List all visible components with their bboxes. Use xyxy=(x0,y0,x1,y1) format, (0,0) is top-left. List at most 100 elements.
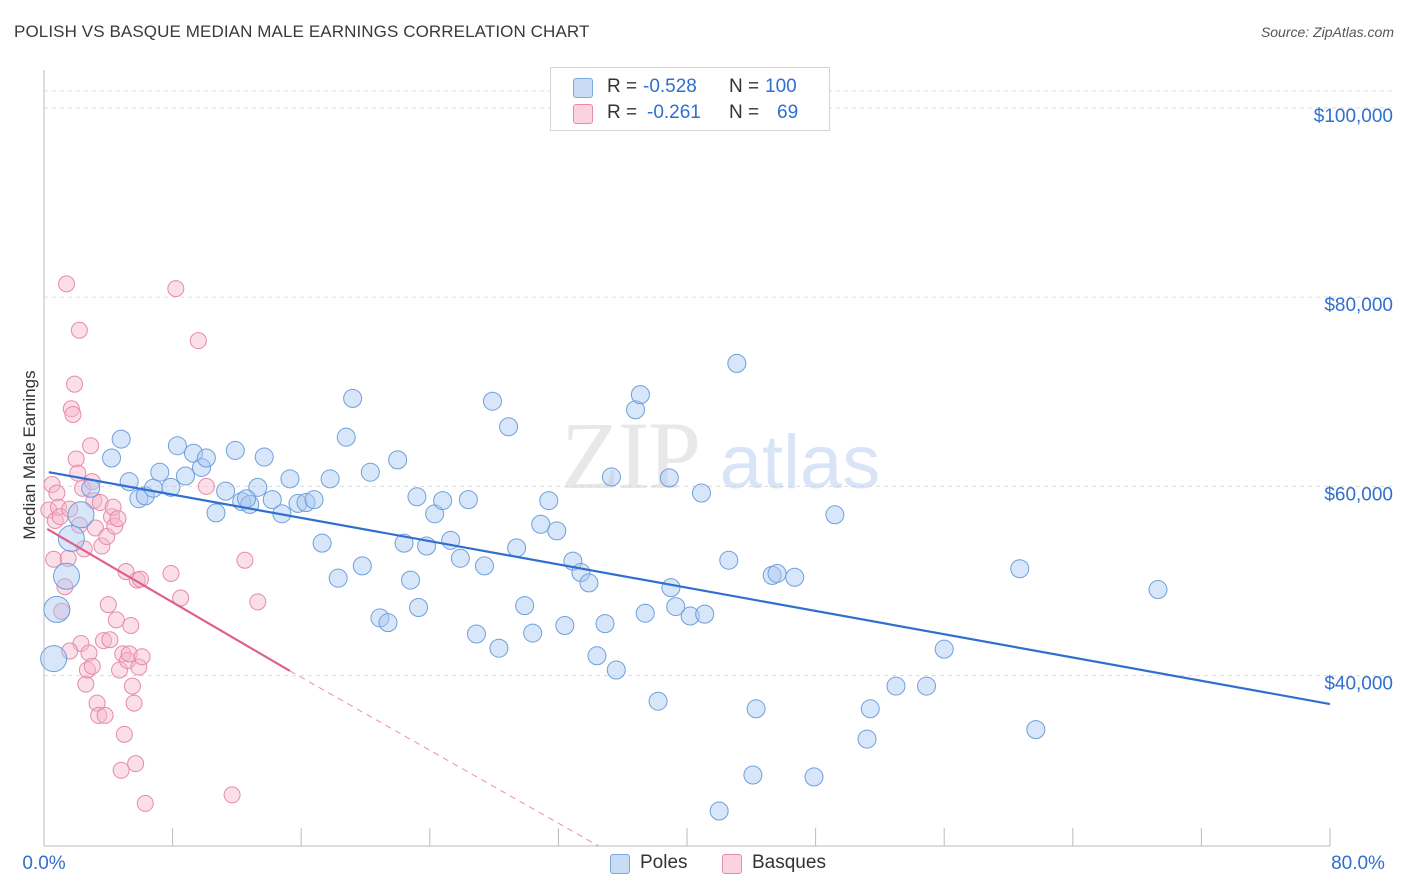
basques-point xyxy=(91,493,109,511)
y-tick-label: $40,000 xyxy=(1324,674,1393,695)
poles-point xyxy=(254,447,274,467)
basques-point xyxy=(101,631,119,649)
poles-point xyxy=(248,477,268,497)
basques-point xyxy=(99,596,117,614)
basques-point xyxy=(85,492,103,510)
basques-point xyxy=(64,405,82,423)
poles-point xyxy=(719,550,739,570)
poles-point xyxy=(401,570,421,590)
basques-point xyxy=(66,375,84,393)
basques-point xyxy=(122,617,140,635)
poles-point xyxy=(579,573,599,593)
chart-title: POLISH VS BASQUE MEDIAN MALE EARNINGS CO… xyxy=(14,22,590,41)
poles-point xyxy=(626,400,646,420)
poles-point xyxy=(917,676,937,696)
basques-point xyxy=(86,519,104,537)
poles-point xyxy=(343,388,363,408)
poles-point xyxy=(666,597,686,617)
grid-lines xyxy=(44,90,1392,677)
y-tick-label: $80,000 xyxy=(1324,295,1393,316)
source-credit: Source: ZipAtlas.com xyxy=(1260,24,1394,40)
basques-point xyxy=(82,437,100,455)
poles-point xyxy=(727,353,747,373)
basques-point xyxy=(133,648,151,666)
basques-point xyxy=(104,498,122,516)
poles-point xyxy=(304,490,324,510)
basques-point xyxy=(56,578,74,596)
legend-swatch-poles xyxy=(573,78,593,98)
poles-point xyxy=(192,457,212,477)
basques-point xyxy=(162,564,180,582)
poles-point xyxy=(407,487,427,507)
basques-point xyxy=(125,694,143,712)
legend-r-value: -0.261 xyxy=(647,102,701,123)
poles-point xyxy=(857,729,877,749)
basques-point xyxy=(90,706,108,724)
poles-point xyxy=(587,646,607,666)
poles-point xyxy=(296,492,316,512)
watermark-atlas: atlas xyxy=(720,420,881,505)
poles-point xyxy=(409,598,429,618)
basques-point xyxy=(130,658,148,676)
legend-swatch-basques xyxy=(573,104,593,124)
basques-point xyxy=(112,761,130,779)
tick-labels: $40,000 $60,000 $80,000 $100,000 0.0% 80.0% xyxy=(22,106,1393,874)
poles-point xyxy=(143,478,163,498)
poles-point xyxy=(288,493,308,513)
poles-point xyxy=(886,676,906,696)
basques-point xyxy=(109,510,127,528)
poles-point xyxy=(458,490,478,510)
poles-point xyxy=(280,469,300,489)
watermark-zip: ZIP xyxy=(561,402,699,509)
y-axis-label: Median Male Earnings xyxy=(20,370,39,540)
poles-point xyxy=(523,623,543,643)
basques-point xyxy=(93,537,111,555)
poles-point xyxy=(53,562,81,590)
poles-point xyxy=(531,514,551,534)
poles-point xyxy=(630,385,650,405)
poles-point xyxy=(206,503,226,523)
poles-point xyxy=(150,462,170,482)
poles-point xyxy=(360,462,380,482)
poles-point xyxy=(67,501,95,529)
basques-point xyxy=(167,280,185,298)
legend-r-label: R = xyxy=(607,102,638,123)
poles-point xyxy=(1010,559,1030,579)
poles-point xyxy=(601,467,621,487)
axes xyxy=(43,70,1331,847)
poles-point xyxy=(547,521,567,541)
basques-point xyxy=(77,675,95,693)
poles-point xyxy=(555,616,575,636)
basques-point xyxy=(67,450,85,468)
poles-point xyxy=(785,567,805,587)
basques-point xyxy=(197,477,215,495)
legend-label-poles: Poles xyxy=(640,852,688,873)
basques-trend-extension xyxy=(289,670,599,847)
basques-point xyxy=(62,400,80,418)
basques-point xyxy=(136,794,154,812)
poles-point xyxy=(175,466,195,486)
poles-point xyxy=(43,595,71,623)
poles-point xyxy=(225,440,245,460)
poles-point xyxy=(196,448,216,468)
basques-point xyxy=(45,550,63,568)
poles-point xyxy=(378,613,398,633)
y-tick-label: $60,000 xyxy=(1324,484,1393,505)
basques-point xyxy=(74,479,92,497)
basques-point xyxy=(223,786,241,804)
stats-legend: R = -0.528 N = 100 R = -0.261 N = 69 xyxy=(550,67,830,131)
watermark: ZIP atlas xyxy=(561,402,880,509)
poles-point xyxy=(57,524,85,552)
poles-point xyxy=(635,603,655,623)
basques-point xyxy=(43,475,61,493)
legend-n-label: N = xyxy=(729,102,760,123)
poles-point xyxy=(352,556,372,576)
basques-point xyxy=(83,657,101,675)
poles-point xyxy=(860,699,880,719)
legend-r-value: -0.528 xyxy=(643,76,697,97)
poles-point xyxy=(659,468,679,488)
poles-point xyxy=(691,483,711,503)
basques-point xyxy=(70,321,88,339)
poles-point xyxy=(40,645,68,673)
